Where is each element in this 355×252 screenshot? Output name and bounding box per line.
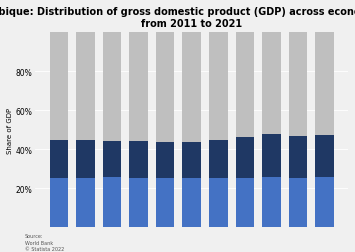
Bar: [315, 177, 334, 228]
Bar: [129, 141, 148, 178]
Bar: [76, 33, 95, 141]
Bar: [262, 178, 281, 228]
Bar: [182, 33, 201, 142]
Bar: [103, 177, 121, 228]
Bar: [76, 179, 95, 228]
Bar: [236, 137, 254, 178]
Bar: [76, 141, 95, 179]
Bar: [209, 33, 228, 141]
Bar: [289, 137, 307, 178]
Bar: [129, 33, 148, 141]
Bar: [262, 135, 281, 178]
Bar: [50, 141, 68, 178]
Title: Mozambique: Distribution of gross domestic product (GDP) across economic sectors: Mozambique: Distribution of gross domest…: [0, 7, 355, 28]
Bar: [209, 141, 228, 178]
Bar: [289, 178, 307, 228]
Bar: [236, 178, 254, 228]
Bar: [156, 178, 174, 228]
Text: Source:
World Bank
© Statista 2022: Source: World Bank © Statista 2022: [25, 233, 64, 251]
Bar: [182, 178, 201, 228]
Bar: [236, 33, 254, 137]
Bar: [262, 33, 281, 135]
Bar: [315, 33, 334, 135]
Bar: [156, 33, 174, 142]
Bar: [50, 33, 68, 141]
Bar: [156, 142, 174, 178]
Bar: [209, 178, 228, 228]
Bar: [289, 33, 307, 137]
Y-axis label: Share of GDP: Share of GDP: [7, 107, 13, 153]
Bar: [50, 178, 68, 228]
Bar: [182, 142, 201, 178]
Bar: [103, 33, 121, 141]
Bar: [103, 141, 121, 177]
Bar: [315, 135, 334, 177]
Bar: [129, 178, 148, 228]
